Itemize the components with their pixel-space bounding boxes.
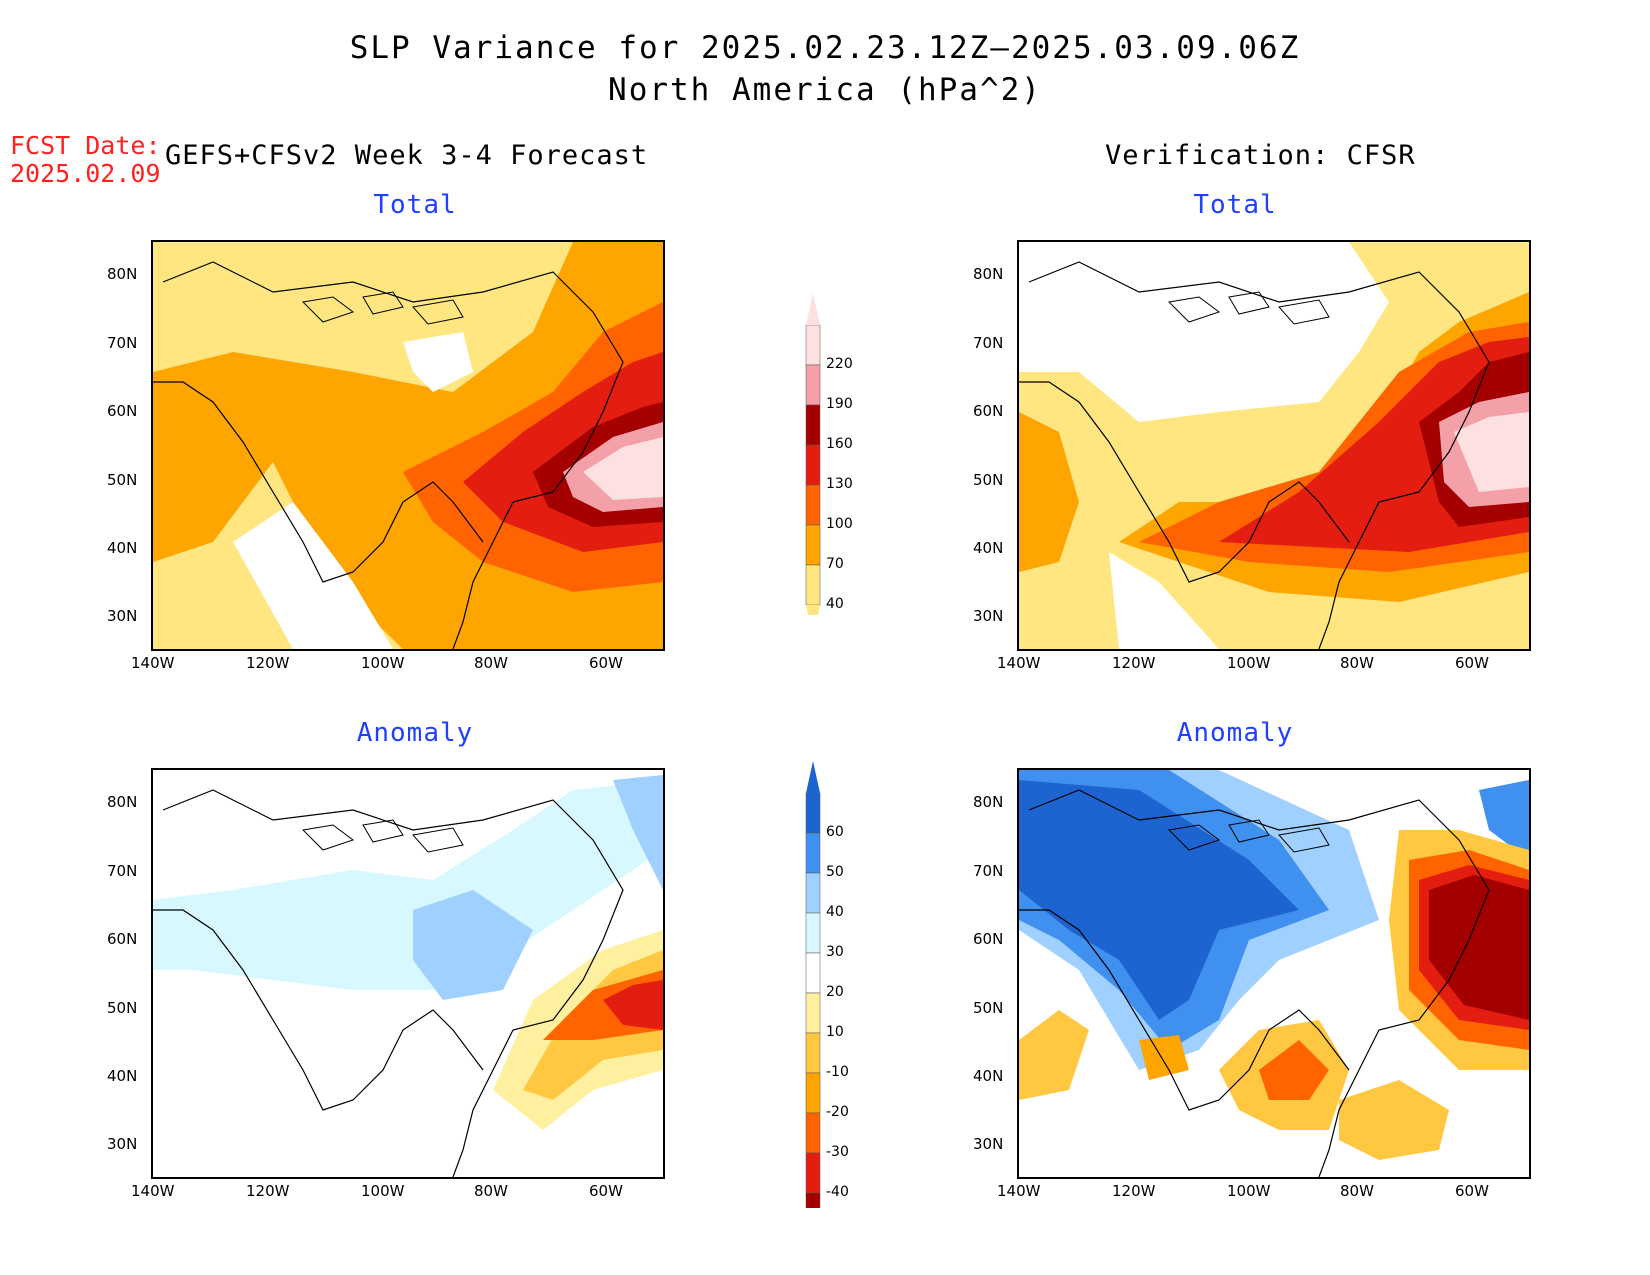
colorbar-swatch xyxy=(805,364,821,406)
colorbar-level-label: 50 xyxy=(826,864,844,880)
forecast-total-map xyxy=(151,240,665,651)
lat-tick-label: 50N xyxy=(973,471,1004,489)
anomaly-colorbar: 60 50 40 30 20 10 -10 -20 -30 -40 xyxy=(800,758,880,1208)
lon-tick-label: 80W xyxy=(474,1182,508,1200)
colorbar-level-label: -20 xyxy=(826,1104,849,1120)
lon-tick-label: 60W xyxy=(589,654,623,672)
lat-tick-label: 30N xyxy=(107,1135,138,1153)
lat-tick-label: 70N xyxy=(107,334,138,352)
lat-tick-label: 80N xyxy=(973,793,1004,811)
lon-tick-label: 100W xyxy=(361,1182,405,1200)
lon-tick-label: 100W xyxy=(1227,1182,1271,1200)
lon-tick-label: 100W xyxy=(1227,654,1271,672)
colorbar-swatch xyxy=(805,524,821,566)
lat-tick-label: 70N xyxy=(973,862,1004,880)
lon-tick-label: 140W xyxy=(997,1182,1041,1200)
colorbar-level-label: 40 xyxy=(826,596,844,612)
colorbar-level-label: -30 xyxy=(826,1144,849,1160)
colorbar-level-label: 130 xyxy=(826,476,853,492)
lon-tick-label: 60W xyxy=(1455,1182,1489,1200)
lon-tick-label: 80W xyxy=(1340,1182,1374,1200)
lon-tick-label: 100W xyxy=(361,654,405,672)
colorbar-level-label: 20 xyxy=(826,984,844,1000)
panel-title-forecast-total: Total xyxy=(373,190,457,220)
colorbar-level-label: 70 xyxy=(826,556,844,572)
lat-tick-label: 60N xyxy=(973,402,1004,420)
chart-subtitle: North America (hPa^2) xyxy=(608,72,1042,108)
colorbar-level-label: 100 xyxy=(826,516,853,532)
colorbar-swatch xyxy=(805,1032,821,1074)
lon-tick-label: 60W xyxy=(589,1182,623,1200)
colorbar-level-label: 190 xyxy=(826,396,853,412)
colorbar-swatch xyxy=(805,404,821,446)
colorbar-swatch xyxy=(805,484,821,526)
colorbar-swatch xyxy=(805,1152,821,1194)
colorbar-swatch xyxy=(805,872,821,914)
lon-tick-label: 120W xyxy=(1112,1182,1156,1200)
panel-title-forecast-anomaly: Anomaly xyxy=(356,718,474,748)
lat-tick-label: 50N xyxy=(973,999,1004,1017)
lon-tick-label: 120W xyxy=(246,1182,290,1200)
lon-tick-label: 140W xyxy=(131,1182,175,1200)
lat-tick-label: 40N xyxy=(973,1067,1004,1085)
lat-tick-label: 80N xyxy=(107,265,138,283)
colorbar-swatch xyxy=(805,992,821,1034)
lat-tick-label: 60N xyxy=(107,930,138,948)
lat-tick-label: 40N xyxy=(107,1067,138,1085)
colorbar-swatch xyxy=(805,1112,821,1154)
lat-tick-label: 70N xyxy=(973,334,1004,352)
colorbar-swatch xyxy=(805,912,821,954)
colorbar-swatch xyxy=(805,792,821,834)
colorbar-swatch xyxy=(805,832,821,874)
lat-tick-label: 30N xyxy=(973,1135,1004,1153)
fcst-date-label: FCST Date: xyxy=(10,131,161,160)
colorbar-level-label: -10 xyxy=(826,1064,849,1080)
lat-tick-label: 30N xyxy=(973,607,1004,625)
colorbar-swatch xyxy=(805,324,821,366)
colorbar-level-label: 40 xyxy=(826,904,844,920)
fcst-date-value: 2025.02.09 xyxy=(10,159,161,188)
panel-title-verification-total: Total xyxy=(1193,190,1277,220)
colorbar-level-label: 160 xyxy=(826,436,853,452)
colorbar-swatch xyxy=(805,444,821,486)
lat-tick-label: 60N xyxy=(973,930,1004,948)
lon-tick-label: 120W xyxy=(246,654,290,672)
lon-tick-label: 80W xyxy=(474,654,508,672)
forecast-heading: GEFS+CFSv2 Week 3-4 Forecast xyxy=(165,140,649,171)
colorbar-level-label: 60 xyxy=(826,824,844,840)
chart-title: SLP Variance for 2025.02.23.12Z—2025.03.… xyxy=(349,30,1301,66)
lon-tick-label: 140W xyxy=(997,654,1041,672)
colorbar-swatch xyxy=(805,952,821,994)
colorbar-level-label: 220 xyxy=(826,356,853,372)
verification-total-map xyxy=(1017,240,1531,651)
lat-tick-label: 70N xyxy=(107,862,138,880)
panel-title-verification-anomaly: Anomaly xyxy=(1176,718,1294,748)
lat-tick-label: 50N xyxy=(107,471,138,489)
colorbar-swatch xyxy=(805,564,821,606)
colorbar-top-triangle xyxy=(806,761,820,793)
colorbar-level-label: 10 xyxy=(826,1024,844,1040)
lat-tick-label: 40N xyxy=(107,539,138,557)
colorbar-level-label: 30 xyxy=(826,944,844,960)
verification-heading: Verification: CFSR xyxy=(1105,140,1416,171)
colorbar-top-triangle xyxy=(806,293,820,325)
lat-tick-label: 30N xyxy=(107,607,138,625)
lon-tick-label: 140W xyxy=(131,654,175,672)
colorbar-level-label: -40 xyxy=(826,1184,849,1200)
lon-tick-label: 60W xyxy=(1455,654,1489,672)
colorbar-bottom-triangle xyxy=(806,605,820,615)
lat-tick-label: 80N xyxy=(107,793,138,811)
lat-tick-label: 50N xyxy=(107,999,138,1017)
lon-tick-label: 120W xyxy=(1112,654,1156,672)
colorbar-swatch xyxy=(805,1072,821,1114)
lat-tick-label: 80N xyxy=(973,265,1004,283)
lat-tick-label: 60N xyxy=(107,402,138,420)
forecast-anomaly-map xyxy=(151,768,665,1179)
colorbar-swatch xyxy=(805,1192,821,1208)
verification-anomaly-map xyxy=(1017,768,1531,1179)
total-colorbar: 220 190 160 130 100 70 40 xyxy=(800,285,880,615)
lon-tick-label: 80W xyxy=(1340,654,1374,672)
lat-tick-label: 40N xyxy=(973,539,1004,557)
